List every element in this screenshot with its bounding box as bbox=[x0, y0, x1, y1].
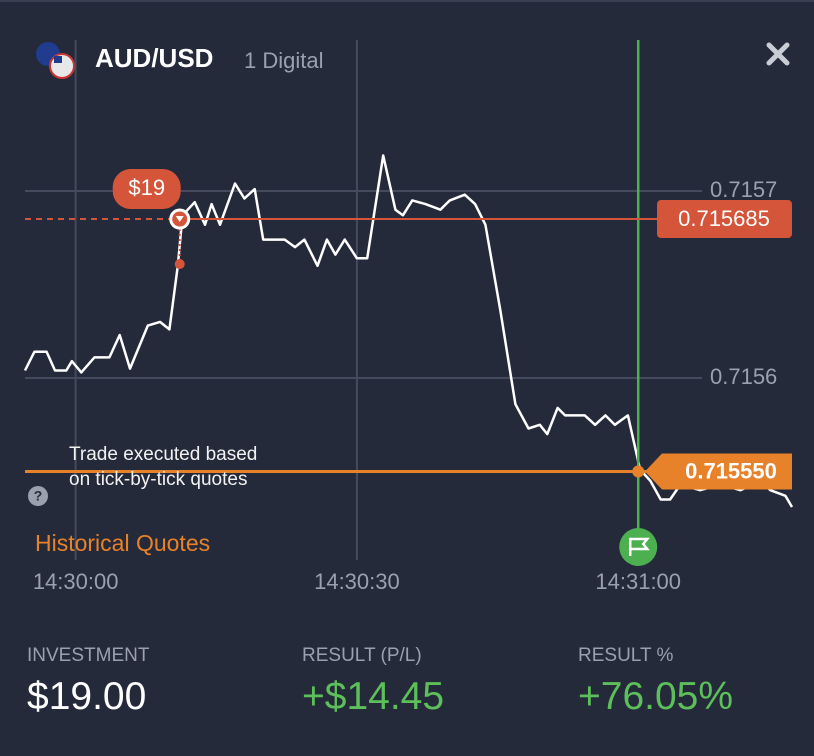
expiration-flag bbox=[619, 528, 658, 566]
stat-label: RESULT (P/L) bbox=[302, 645, 422, 666]
close-button[interactable] bbox=[766, 42, 790, 66]
x-tick-label: 14:30:00 bbox=[33, 569, 119, 594]
stat-value: +$14.45 bbox=[302, 675, 445, 718]
result-percent: RESULT % +76.05% bbox=[578, 645, 733, 719]
close-price-label: 0.715550 bbox=[685, 458, 777, 483]
result-pl: RESULT (P/L) +$14.45 bbox=[302, 645, 444, 719]
help-icon[interactable]: ? bbox=[28, 486, 48, 506]
stat-value: +76.05% bbox=[578, 675, 734, 718]
close-price-box bbox=[645, 453, 792, 490]
flag-glyph bbox=[628, 537, 650, 556]
y-tick-label: 0.7156 bbox=[710, 364, 777, 389]
investment: INVESTMENT $19.00 bbox=[27, 645, 149, 719]
svg-text:?: ? bbox=[34, 488, 43, 504]
entry-price-label: 0.715685 bbox=[678, 206, 770, 231]
entry-price-box bbox=[657, 200, 792, 239]
entry-dot bbox=[174, 259, 185, 270]
option-type: 1 Digital bbox=[244, 48, 323, 73]
amount-label: $19 bbox=[128, 175, 165, 200]
trade-note: Trade executed based on tick-by-tick quo… bbox=[69, 444, 258, 490]
amount-bubble bbox=[112, 169, 181, 210]
stat-label: RESULT % bbox=[578, 645, 674, 666]
stat-label: INVESTMENT bbox=[27, 645, 150, 666]
close-point bbox=[632, 465, 645, 478]
stat-value: $19.00 bbox=[27, 675, 147, 718]
y-tick-label: 0.7157 bbox=[710, 177, 777, 202]
x-tick-label: 14:31:00 bbox=[595, 569, 681, 594]
flag-icon bbox=[36, 42, 75, 79]
historical-quotes-link[interactable]: Historical Quotes bbox=[35, 530, 211, 556]
x-tick-label: 14:30:30 bbox=[314, 569, 400, 594]
asset-name: AUD/USD bbox=[95, 43, 213, 73]
entry-arrow bbox=[175, 216, 184, 223]
